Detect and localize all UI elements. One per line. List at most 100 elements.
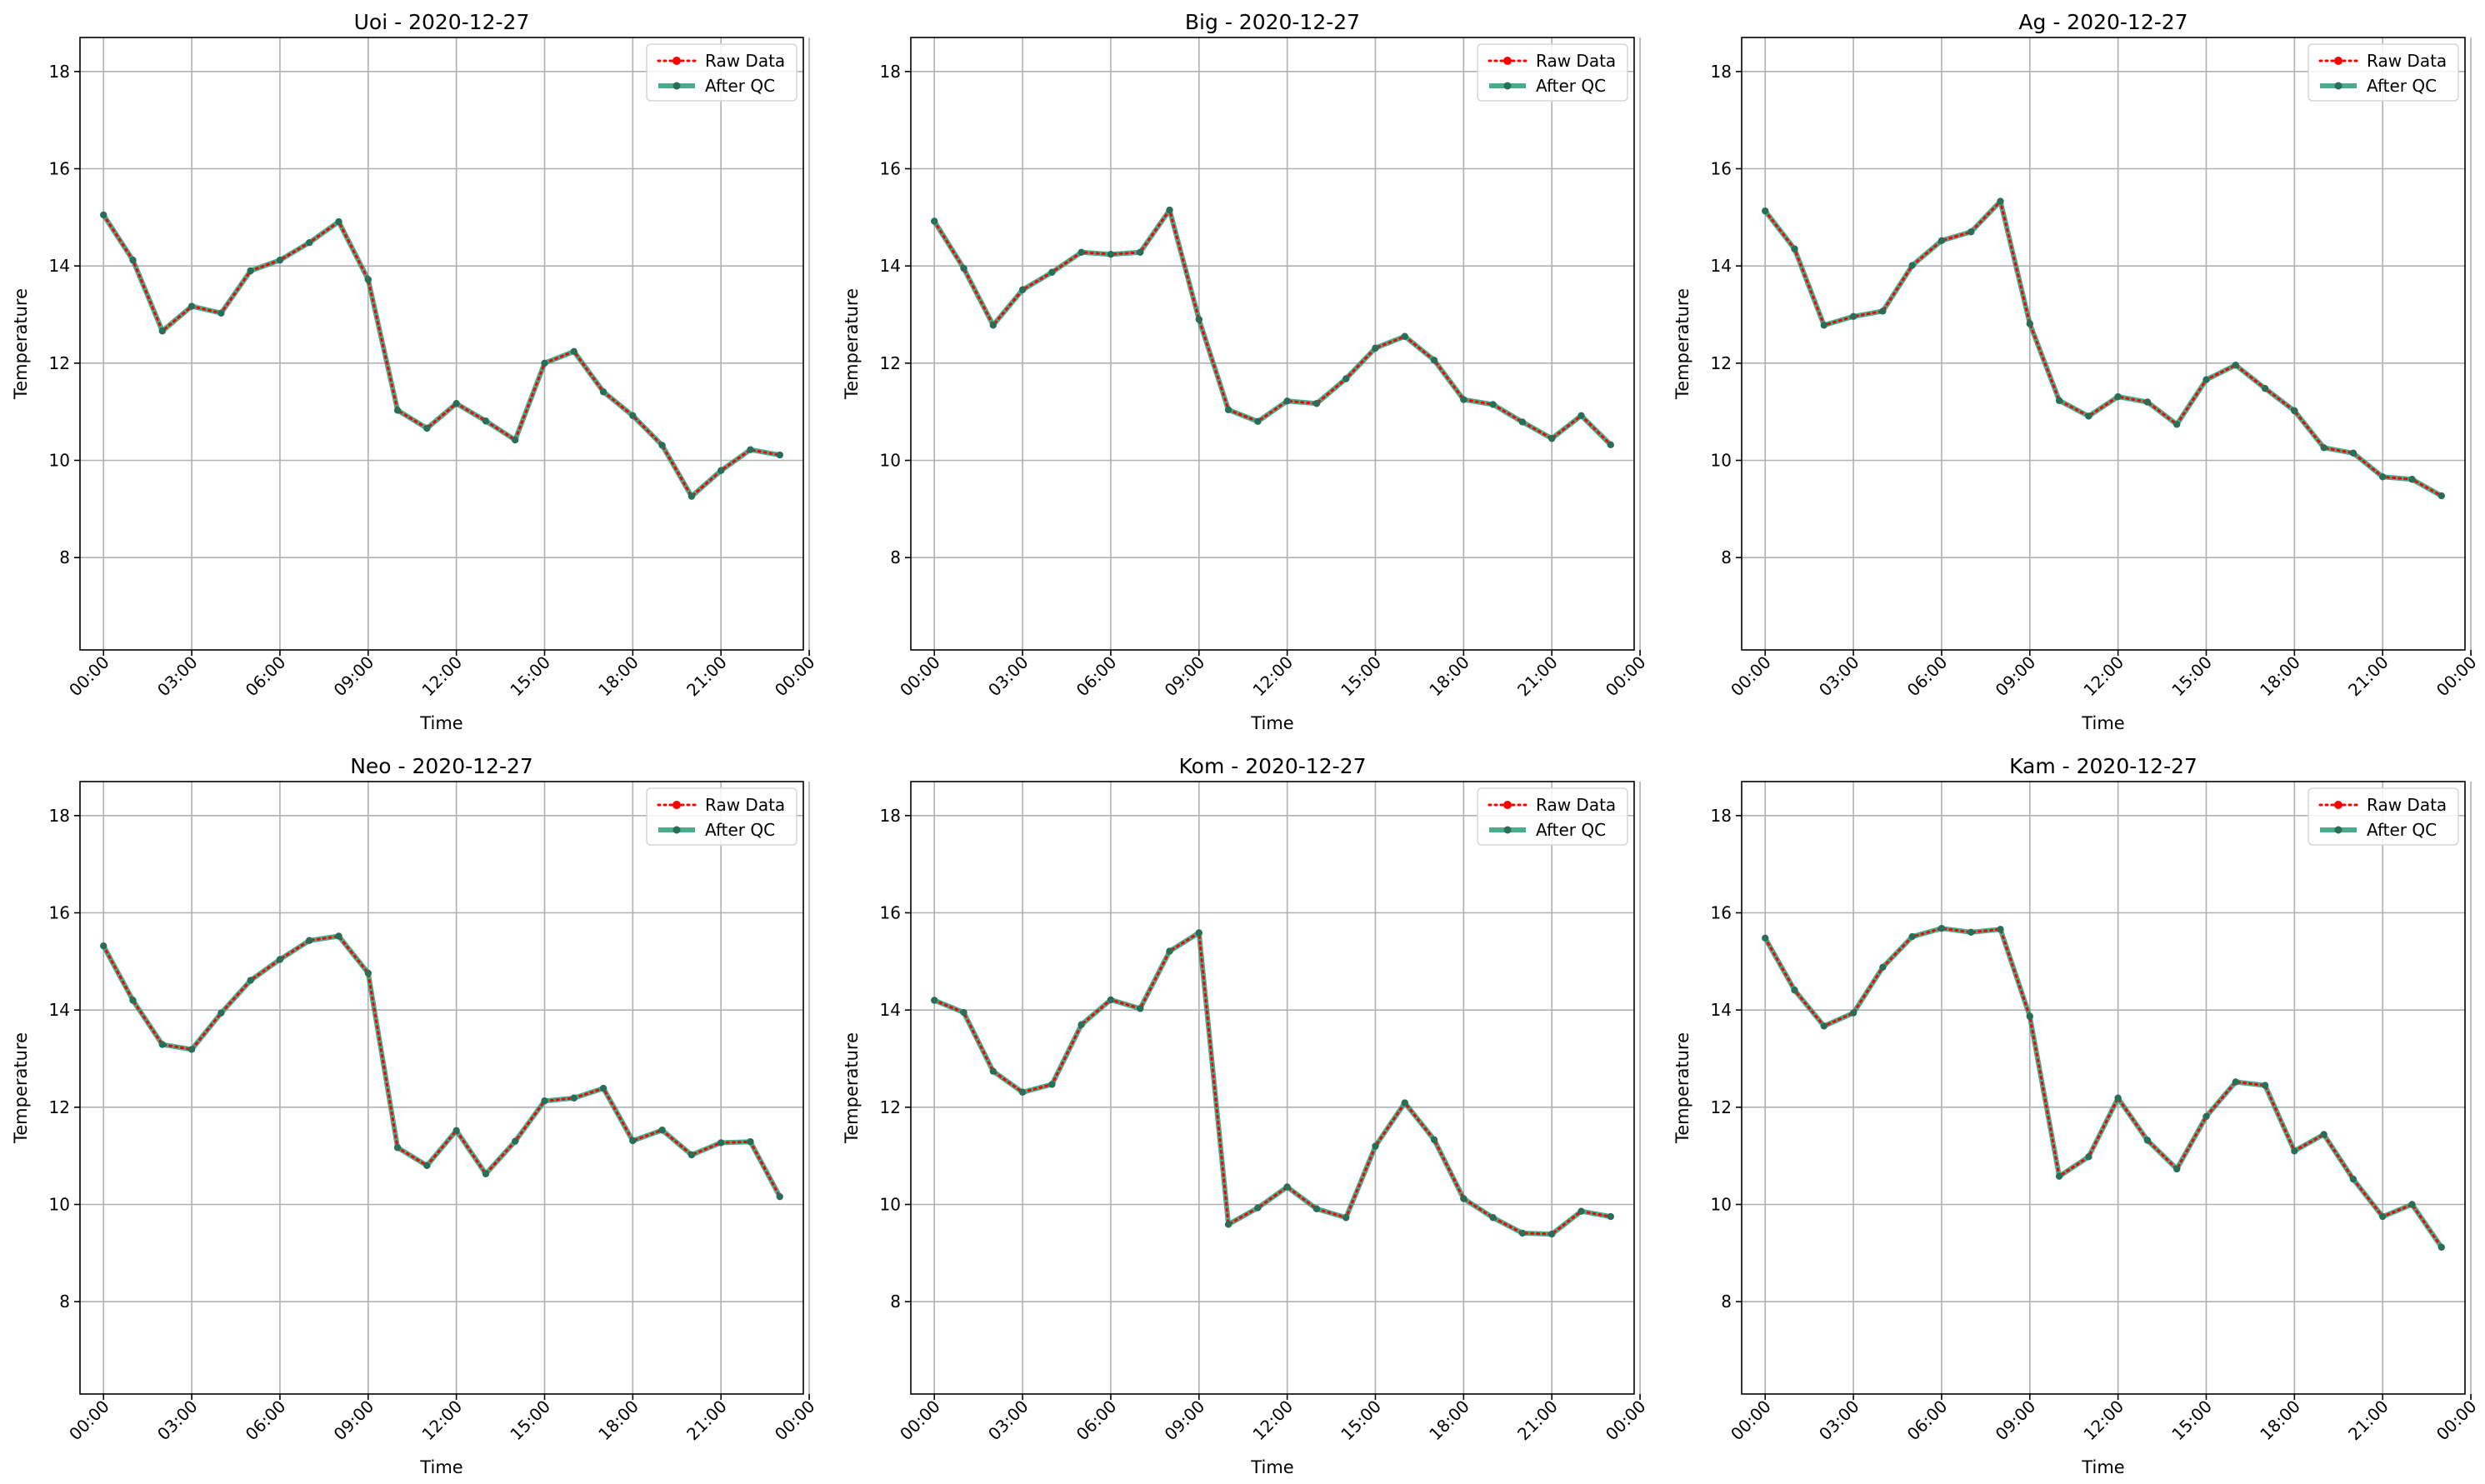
data-point — [688, 1151, 696, 1159]
data-point — [482, 1170, 490, 1177]
data-point — [1195, 929, 1202, 937]
plot-frame — [79, 37, 804, 651]
data-point — [1430, 357, 1438, 364]
data-point — [2085, 412, 2092, 420]
data-point — [2232, 1078, 2239, 1086]
x-tick-label: 15:00 — [2168, 1397, 2216, 1445]
data-point — [2173, 1165, 2181, 1173]
y-tick-label: 10 — [1711, 1195, 1732, 1215]
y-tick-label: 10 — [880, 451, 901, 471]
y-tick-label: 10 — [49, 1195, 70, 1215]
y-axis-label: Temperature — [1672, 288, 1692, 400]
data-point — [1607, 441, 1614, 449]
data-point — [1018, 286, 1027, 293]
data-point — [423, 424, 431, 432]
y-tick-label: 14 — [880, 256, 901, 276]
data-point — [776, 1192, 783, 1201]
series-after-qc-line — [101, 933, 782, 1198]
legend: Raw Data After QC — [2308, 43, 2459, 102]
legend: Raw Data After QC — [646, 787, 798, 846]
data-point — [2349, 449, 2358, 457]
legend-qc-label: After QC — [1536, 76, 1606, 96]
x-tick-label: 00:00 — [2432, 652, 2481, 701]
chart-panel-2: 8 10 12 14 16 18 00:00 03:00 06:00 09:00 12:00 15:0… — [842, 10, 1650, 733]
y-axis-label: Temperature — [1672, 1032, 1692, 1144]
x-tick-label: 00:00 — [2432, 1397, 2481, 1445]
data-point — [1166, 947, 1173, 955]
data-point — [2291, 407, 2298, 415]
y-tick-label: 12 — [1711, 353, 1732, 373]
x-tick-label: 00:00 — [771, 652, 819, 701]
data-point — [1908, 262, 1916, 269]
data-point — [989, 322, 997, 329]
x-tick-label: 06:00 — [1903, 652, 1952, 701]
data-point — [1762, 934, 1769, 942]
chart-panel-5: 8 10 12 14 16 18 00:00 03:00 06:00 09:00 12:00 15:0… — [842, 754, 1650, 1477]
data-point — [1401, 1099, 1408, 1107]
data-point — [100, 942, 108, 950]
y-tick-label: 16 — [1711, 159, 1732, 179]
legend-raw-label: Raw Data — [2367, 51, 2447, 71]
legend-qc-marker — [2334, 82, 2342, 90]
y-tick-label: 14 — [49, 256, 70, 276]
data-point — [1762, 207, 1769, 215]
x-tick-label: 09:00 — [1992, 652, 2040, 701]
chart-panel-1: 8 10 12 14 16 18 00:00 03:00 06:00 09:00 12:00 15:0… — [11, 10, 819, 733]
data-point — [452, 1127, 460, 1135]
data-point — [541, 1097, 548, 1105]
x-axis-label: Time — [2081, 1457, 2124, 1477]
x-tick-label: 15:00 — [1337, 1397, 1385, 1445]
data-point — [1908, 932, 1916, 941]
legend: Raw Data After QC — [1477, 787, 1628, 846]
data-point — [2291, 1147, 2298, 1155]
x-tick-label: 15:00 — [506, 1397, 554, 1445]
x-tick-label: 18:00 — [1425, 1397, 1473, 1445]
legend-qc-marker — [1503, 826, 1512, 834]
legend: Raw Data After QC — [1477, 43, 1628, 102]
data-point — [1791, 987, 1798, 994]
x-tick-label: 06:00 — [1072, 1397, 1121, 1445]
data-point — [747, 1138, 754, 1146]
data-point — [1283, 1183, 1291, 1191]
data-point — [158, 327, 166, 335]
y-tick-label: 16 — [880, 159, 901, 179]
legend: Raw Data After QC — [646, 43, 798, 102]
data-point — [1849, 1009, 1858, 1017]
legend-raw-label: Raw Data — [705, 795, 785, 815]
x-tick-label: 12:00 — [2079, 652, 2128, 701]
data-point — [2202, 1112, 2210, 1121]
data-point — [1607, 1212, 1614, 1221]
y-axis-label: Temperature — [11, 1032, 31, 1144]
y-tick-label: 14 — [1711, 1000, 1732, 1020]
y-tick-label: 12 — [49, 1097, 70, 1117]
y-tick-label: 18 — [880, 62, 901, 82]
x-tick-label: 00:00 — [896, 652, 944, 701]
y-tick-label: 8 — [59, 547, 70, 567]
data-point — [1997, 926, 2004, 933]
legend-raw-label: Raw Data — [705, 51, 785, 71]
data-point — [931, 217, 938, 225]
data-point — [276, 956, 284, 963]
y-tick-label: 12 — [49, 353, 70, 373]
data-point — [931, 997, 938, 1004]
legend-raw-marker — [672, 801, 681, 809]
legend-raw-marker — [2334, 57, 2342, 65]
data-point — [1938, 237, 1946, 245]
chart-panel-6: 8 10 12 14 16 18 00:00 03:00 06:00 09:00 12:00 15:0… — [1672, 754, 2481, 1477]
y-tick-label: 16 — [49, 903, 70, 923]
data-point — [1048, 1081, 1056, 1088]
y-tick-label: 14 — [880, 1000, 901, 1020]
y-tick-label: 18 — [49, 62, 70, 82]
y-tick-label: 8 — [1721, 547, 1732, 567]
x-tick-label: 12:00 — [1248, 1397, 1297, 1445]
x-tick-label: 00:00 — [65, 1397, 113, 1445]
data-point — [1078, 248, 1085, 257]
data-point — [1107, 996, 1115, 1004]
x-axis-label: Time — [1250, 1457, 1293, 1477]
data-point — [1820, 322, 1828, 329]
x-tick-label: 18:00 — [2256, 1397, 2304, 1445]
x-tick-label: 00:00 — [1727, 1397, 1775, 1445]
x-tick-label: 00:00 — [1727, 652, 1775, 701]
data-point — [2320, 1131, 2328, 1138]
